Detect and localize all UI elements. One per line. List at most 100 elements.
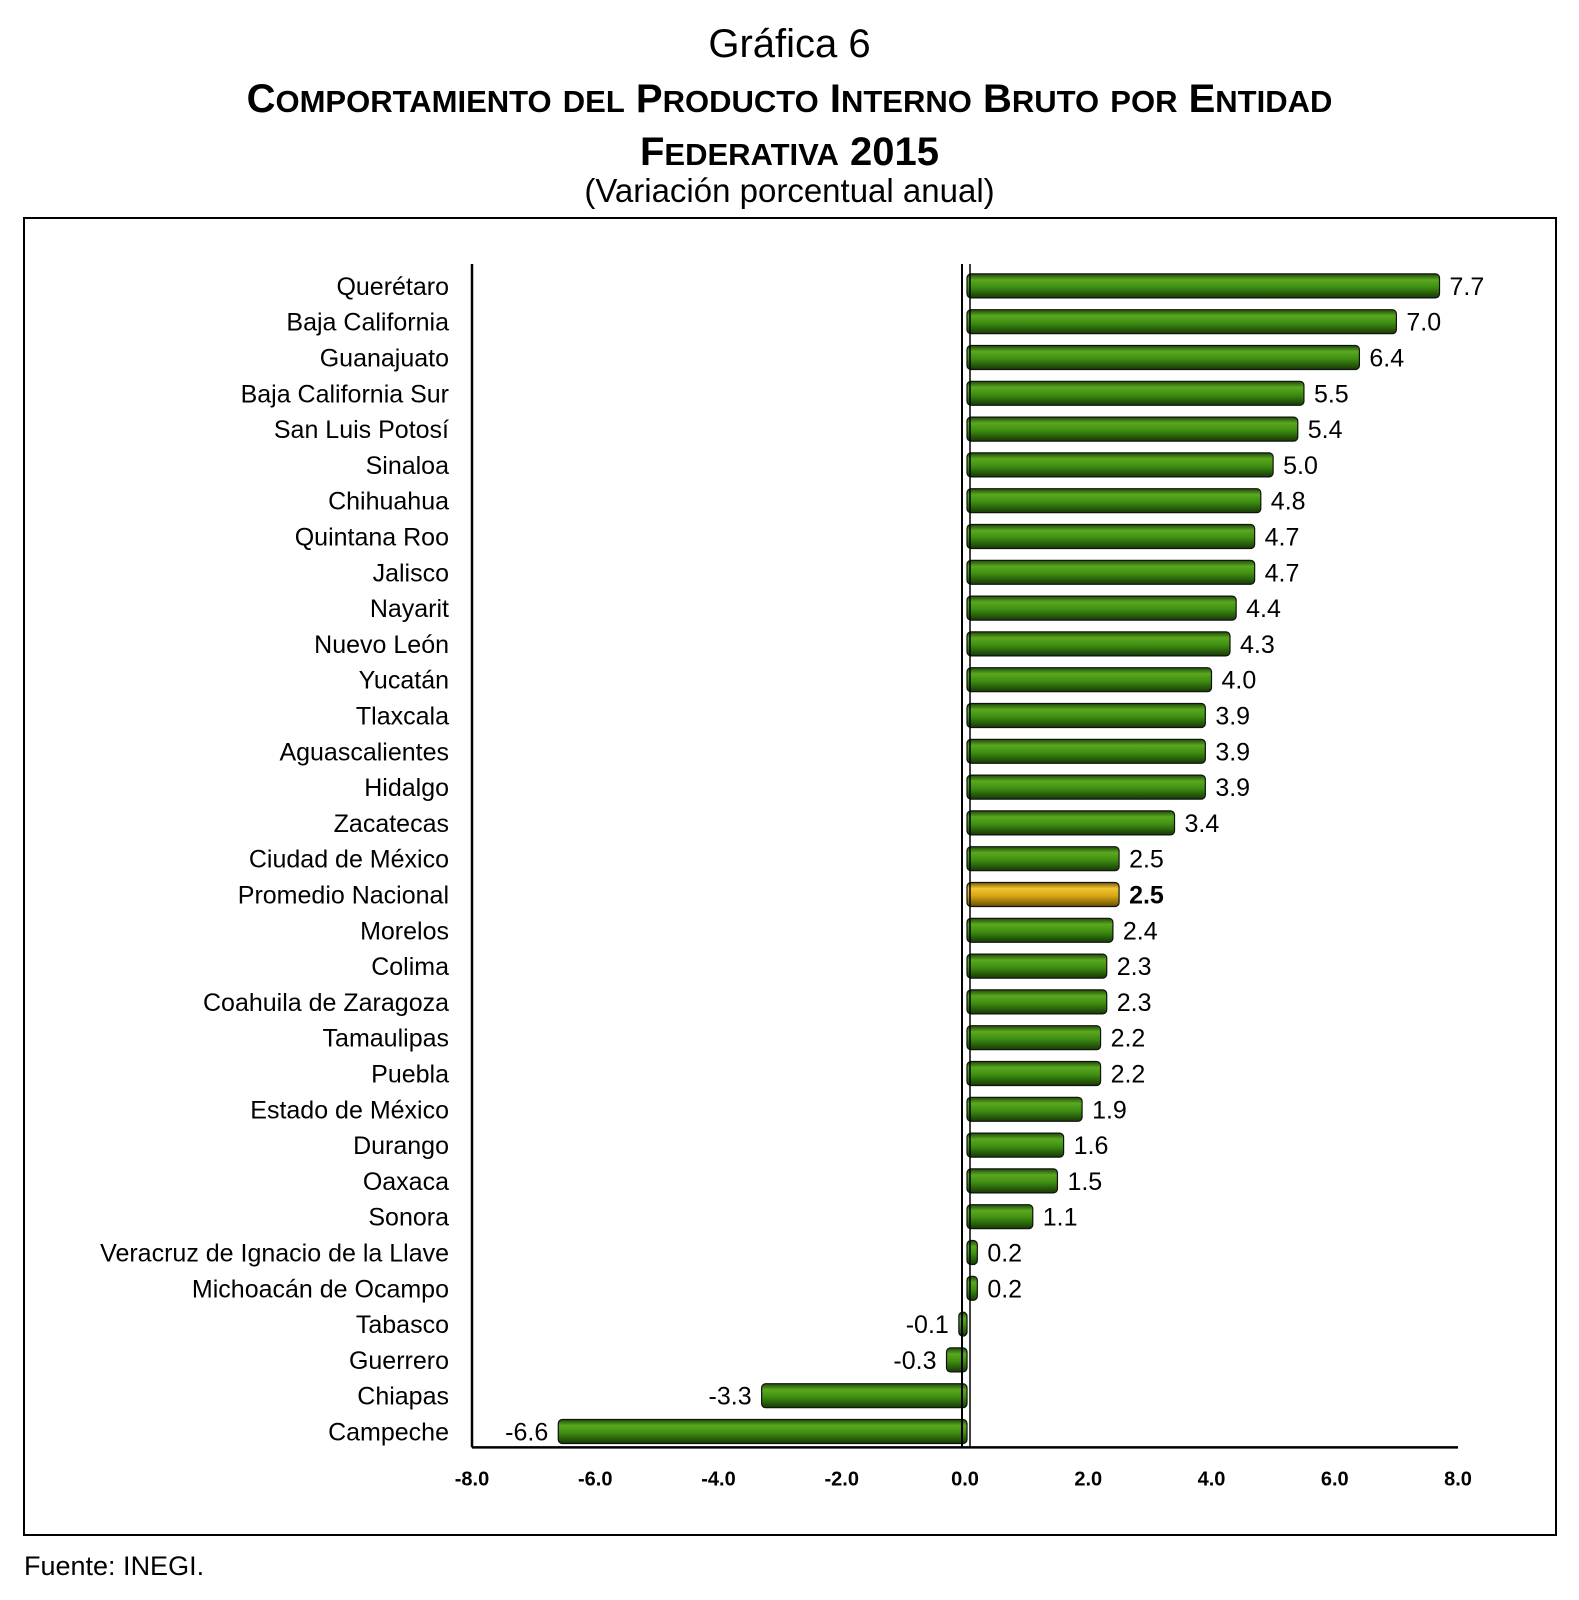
title-line-1: COMPORTAMIENTO DEL PRODUCTO INTERNO BRUT… [246, 77, 1333, 121]
bar [966, 917, 1114, 943]
bar [966, 380, 1305, 406]
data-label: 5.5 [1314, 380, 1349, 408]
data-label: 4.3 [1240, 631, 1275, 659]
data-label: 3.9 [1215, 774, 1250, 802]
chart-caption: Gráfica 6 [708, 22, 871, 66]
data-label: 5.4 [1308, 416, 1343, 444]
data-label: 2.5 [1129, 846, 1164, 874]
bar [966, 595, 1237, 621]
category-label: Michoacán de Ocampo [192, 1275, 449, 1303]
bar [966, 989, 1108, 1015]
data-label: -6.6 [505, 1419, 548, 1447]
x-tick-label: 8.0 [1444, 1468, 1472, 1490]
bar [966, 1168, 1059, 1194]
bar [966, 309, 1397, 335]
category-label: Guerrero [349, 1347, 449, 1375]
category-label: Ciudad de México [249, 846, 449, 874]
data-label: -3.3 [709, 1383, 752, 1411]
data-label: 1.6 [1074, 1132, 1109, 1160]
data-label: -0.3 [893, 1347, 936, 1375]
bar [966, 953, 1108, 979]
category-label: Querétaro [336, 273, 449, 301]
bar [945, 1347, 968, 1373]
category-label: Baja California [286, 309, 449, 337]
bar [966, 344, 1360, 371]
bar [966, 774, 1206, 800]
chart-title: COMPORTAMIENTO DEL PRODUCTO INTERNO BRUT… [0, 74, 1579, 180]
data-label: 6.4 [1369, 345, 1404, 373]
category-label: Estado de México [250, 1096, 449, 1124]
source-note: Fuente: INEGI. [24, 1551, 205, 1581]
x-tick-label: 2.0 [1074, 1468, 1102, 1490]
data-label: 2.5 [1129, 882, 1164, 910]
category-label: San Luis Potosí [274, 416, 449, 444]
bar [966, 452, 1274, 478]
bar [966, 846, 1120, 872]
bar [966, 1025, 1102, 1051]
bar [966, 1096, 1083, 1122]
bar [966, 810, 1176, 836]
data-label: 4.7 [1265, 559, 1300, 587]
x-tick-label: 0.0 [951, 1468, 979, 1490]
category-label: Nuevo León [314, 631, 449, 659]
bar [966, 1204, 1034, 1230]
bar [966, 738, 1206, 764]
bar [966, 559, 1256, 585]
bar [966, 881, 1120, 908]
x-tick-label: 6.0 [1321, 1468, 1349, 1490]
category-label: Sinaloa [366, 452, 449, 480]
data-label: 3.9 [1215, 738, 1250, 766]
data-label: 7.0 [1406, 309, 1441, 337]
data-label: 1.9 [1092, 1096, 1127, 1124]
category-label: Zacatecas [334, 810, 449, 838]
category-label: Yucatán [359, 667, 449, 695]
category-label: Baja California Sur [241, 380, 449, 408]
data-label: 3.9 [1215, 703, 1250, 731]
title-line-2: FEDERATIVA 2015 [639, 130, 940, 174]
bar [966, 1132, 1065, 1158]
category-label: Nayarit [370, 595, 449, 623]
category-label: Tlaxcala [356, 703, 449, 731]
bar [966, 631, 1231, 657]
data-label: 7.7 [1450, 273, 1485, 301]
category-label: Guanajuato [320, 345, 449, 373]
data-label: 0.2 [987, 1240, 1022, 1268]
data-label: 4.0 [1222, 667, 1257, 695]
bar [966, 488, 1262, 514]
data-label: 4.8 [1271, 488, 1306, 516]
bar [761, 1383, 968, 1409]
bar [966, 416, 1299, 442]
category-label: Quintana Roo [295, 524, 449, 552]
x-tick-label: 4.0 [1198, 1468, 1226, 1490]
x-tick-label: -2.0 [825, 1468, 859, 1490]
data-label: 4.7 [1265, 524, 1300, 552]
category-label: Chiapas [357, 1383, 449, 1411]
category-label: Chihuahua [328, 488, 449, 516]
data-label: 3.4 [1185, 810, 1220, 838]
category-label: Sonora [368, 1204, 449, 1232]
category-label: Veracruz de Ignacio de la Llave [100, 1240, 449, 1268]
bar [966, 1060, 1102, 1087]
chart-frame: Querétaro 7.7 Baja California 7.0 Guanajuato… [23, 217, 1557, 1536]
bar [966, 667, 1213, 693]
bar [966, 1239, 978, 1266]
data-label: 2.4 [1123, 917, 1158, 945]
chart-subtitle: (Variación porcentual anual) [584, 172, 995, 209]
data-label: 2.3 [1117, 953, 1152, 981]
category-label: Morelos [360, 917, 449, 945]
data-label: 2.2 [1111, 1025, 1146, 1053]
category-label: Oaxaca [363, 1168, 449, 1196]
data-label: 0.2 [987, 1275, 1022, 1303]
bar [966, 523, 1256, 550]
category-label: Tabasco [356, 1311, 449, 1339]
data-label: 4.4 [1246, 595, 1281, 623]
bar-chart: Querétaro 7.7 Baja California 7.0 Guanajuato… [100, 264, 1485, 1490]
data-label: -0.1 [906, 1311, 949, 1339]
x-tick-label: -8.0 [455, 1468, 489, 1490]
data-label: 2.2 [1111, 1061, 1146, 1089]
category-label: Coahuila de Zaragoza [203, 989, 449, 1017]
data-label: 1.5 [1067, 1168, 1102, 1196]
x-tick-label: -4.0 [701, 1468, 735, 1490]
category-label: Durango [353, 1132, 449, 1160]
category-label: Campeche [328, 1419, 449, 1447]
